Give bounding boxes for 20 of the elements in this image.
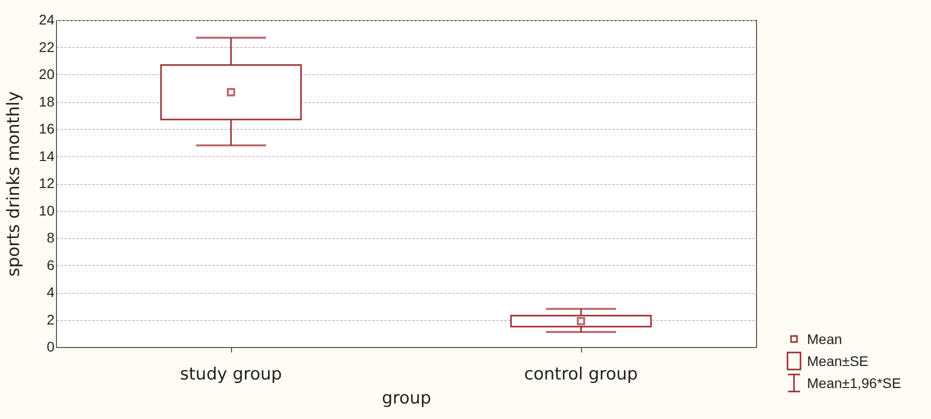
y-tick-label: 22	[38, 38, 55, 55]
y-tick-label: 10	[38, 202, 55, 218]
text: Mean±SE	[807, 353, 868, 369]
y-tick-label: 14	[38, 148, 55, 164]
x-tick-label: control group	[524, 364, 638, 384]
y-tick-label: 18	[38, 93, 55, 110]
y-tick-label: 16	[38, 120, 55, 136]
text: Mean±1,96*SE	[807, 375, 902, 391]
y-tick-label: 0	[46, 338, 55, 354]
text: Mean	[807, 331, 842, 347]
x-tick-label: study group	[180, 364, 282, 384]
y-tick-label: 24	[38, 12, 55, 28]
y-tick-label: 8	[46, 230, 55, 246]
y-tick-label: 2	[46, 311, 55, 328]
y-tick-label: 20	[38, 66, 55, 82]
x-axis-title: group	[382, 388, 432, 408]
y-tick-label: 4	[46, 284, 55, 300]
y-tick-label: 12	[38, 175, 55, 191]
y-axis-title: sports drinks monthly	[4, 91, 24, 277]
y-tick-label: 6	[46, 256, 55, 273]
